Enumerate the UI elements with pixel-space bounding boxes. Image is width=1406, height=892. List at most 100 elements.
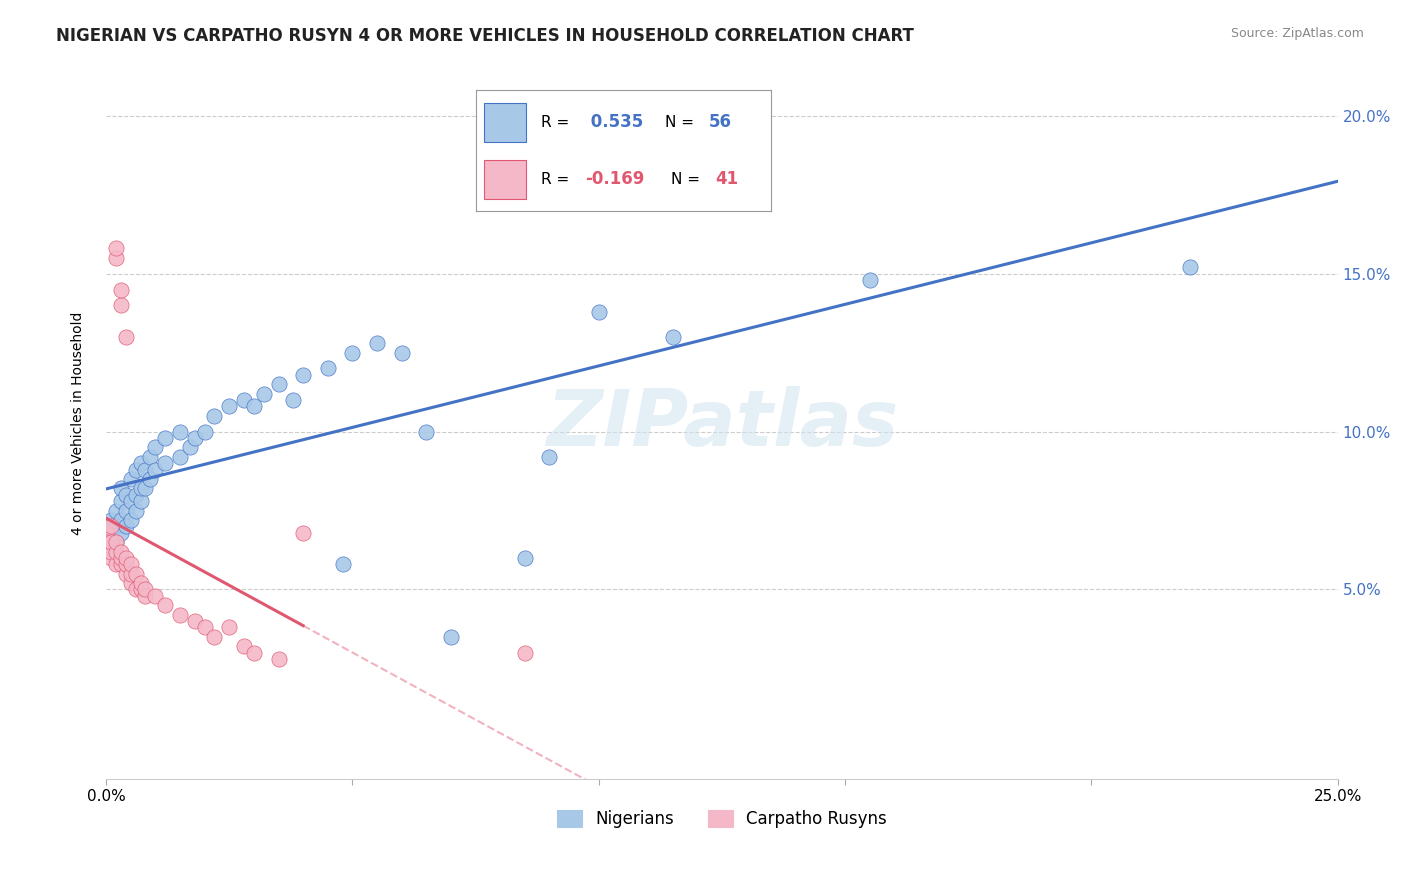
- Point: [204, 409, 226, 423]
- Point: [366, 336, 388, 351]
- Point: [243, 646, 266, 660]
- Point: [143, 441, 166, 455]
- Point: [153, 599, 176, 613]
- Point: [194, 425, 217, 439]
- Point: [129, 494, 152, 508]
- Point: [513, 646, 536, 660]
- Point: [110, 482, 132, 496]
- Point: [415, 425, 437, 439]
- Point: [169, 450, 191, 464]
- Point: [110, 544, 132, 558]
- Point: [124, 566, 146, 581]
- Point: [120, 513, 142, 527]
- Point: [588, 304, 610, 318]
- Point: [169, 607, 191, 622]
- Point: [100, 513, 122, 527]
- Point: [110, 298, 132, 312]
- Point: [859, 273, 882, 287]
- Point: [204, 630, 226, 644]
- Point: [513, 550, 536, 565]
- Point: [283, 392, 305, 407]
- Point: [114, 330, 136, 344]
- Point: [342, 345, 364, 359]
- Text: ZIPatlas: ZIPatlas: [546, 385, 898, 462]
- Point: [124, 503, 146, 517]
- Point: [184, 614, 207, 628]
- Point: [134, 462, 156, 476]
- Point: [134, 482, 156, 496]
- Point: [114, 503, 136, 517]
- Point: [179, 441, 201, 455]
- Point: [120, 576, 142, 591]
- Point: [114, 558, 136, 572]
- Point: [139, 472, 162, 486]
- Point: [253, 386, 276, 401]
- Point: [100, 535, 122, 549]
- Point: [110, 550, 132, 565]
- Point: [104, 535, 127, 549]
- Point: [233, 640, 256, 654]
- Point: [243, 400, 266, 414]
- Point: [94, 525, 117, 540]
- Point: [114, 519, 136, 533]
- Point: [153, 431, 176, 445]
- Y-axis label: 4 or more Vehicles in Household: 4 or more Vehicles in Household: [72, 312, 86, 535]
- Point: [100, 519, 122, 533]
- Point: [110, 513, 132, 527]
- Point: [114, 566, 136, 581]
- Point: [124, 488, 146, 502]
- Point: [194, 620, 217, 634]
- Legend: Nigerians, Carpatho Rusyns: Nigerians, Carpatho Rusyns: [551, 803, 893, 835]
- Point: [104, 558, 127, 572]
- Point: [292, 525, 315, 540]
- Point: [124, 582, 146, 597]
- Point: [129, 482, 152, 496]
- Point: [218, 620, 240, 634]
- Point: [129, 456, 152, 470]
- Point: [440, 630, 463, 644]
- Point: [332, 558, 354, 572]
- Point: [661, 330, 683, 344]
- Point: [139, 450, 162, 464]
- Point: [110, 283, 132, 297]
- Point: [129, 576, 152, 591]
- Point: [1178, 260, 1201, 275]
- Point: [104, 251, 127, 265]
- Point: [316, 361, 339, 376]
- Point: [110, 558, 132, 572]
- Point: [110, 494, 132, 508]
- Point: [538, 450, 561, 464]
- Point: [143, 462, 166, 476]
- Point: [114, 550, 136, 565]
- Point: [120, 558, 142, 572]
- Point: [114, 488, 136, 502]
- Point: [292, 368, 315, 382]
- Point: [110, 525, 132, 540]
- Point: [134, 589, 156, 603]
- Point: [267, 377, 290, 392]
- Point: [143, 589, 166, 603]
- Point: [100, 525, 122, 540]
- Point: [134, 582, 156, 597]
- Point: [218, 400, 240, 414]
- Point: [129, 582, 152, 597]
- Point: [120, 472, 142, 486]
- Text: Source: ZipAtlas.com: Source: ZipAtlas.com: [1230, 27, 1364, 40]
- Point: [104, 535, 127, 549]
- Point: [184, 431, 207, 445]
- Point: [233, 392, 256, 407]
- Point: [104, 242, 127, 256]
- Point: [710, 187, 733, 202]
- Point: [120, 494, 142, 508]
- Point: [267, 652, 290, 666]
- Point: [124, 462, 146, 476]
- Point: [104, 544, 127, 558]
- Point: [169, 425, 191, 439]
- Text: NIGERIAN VS CARPATHO RUSYN 4 OR MORE VEHICLES IN HOUSEHOLD CORRELATION CHART: NIGERIAN VS CARPATHO RUSYN 4 OR MORE VEH…: [56, 27, 914, 45]
- Point: [391, 345, 413, 359]
- Point: [120, 566, 142, 581]
- Point: [100, 550, 122, 565]
- Point: [104, 519, 127, 533]
- Point: [94, 535, 117, 549]
- Point: [104, 503, 127, 517]
